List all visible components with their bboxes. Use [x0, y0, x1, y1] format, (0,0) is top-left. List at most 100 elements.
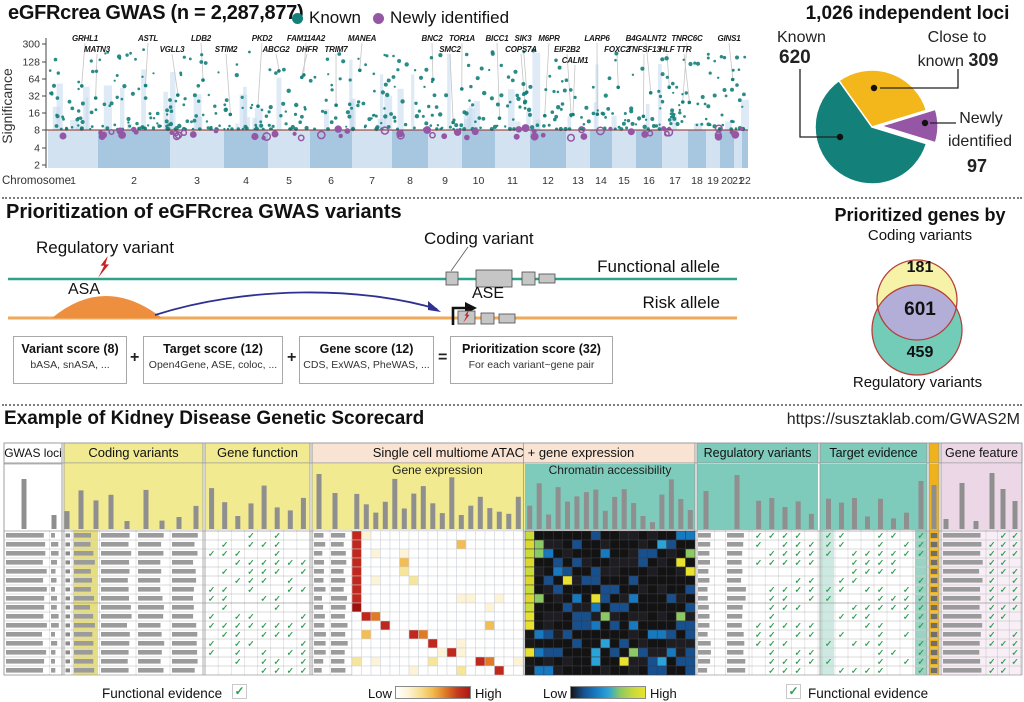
header-target-evidence: Target evidence	[829, 446, 918, 460]
venn-both-value: 601	[904, 299, 936, 320]
svg-text:✓: ✓	[903, 656, 910, 666]
prioritization-score-box: Prioritization score (32) For each varia…	[450, 336, 613, 384]
svg-text:✓: ✓	[274, 602, 281, 612]
pie-newly-label-1: Newly	[959, 110, 1003, 127]
svg-text:✓: ✓	[795, 620, 802, 630]
svg-text:✓: ✓	[877, 647, 884, 657]
svg-text:✓: ✓	[247, 566, 254, 576]
svg-text:✓: ✓	[917, 584, 924, 594]
expression-scale	[395, 686, 471, 699]
svg-text:✓: ✓	[781, 584, 788, 594]
pie-known-label: Known	[777, 29, 826, 46]
expression-scale-low: Low	[368, 686, 392, 701]
svg-text:✓: ✓	[1000, 638, 1007, 648]
svg-text:✓: ✓	[890, 557, 897, 567]
prioritization-title: Prioritization of eGFRcrea GWAS variants	[6, 201, 402, 223]
svg-text:✓: ✓	[903, 539, 910, 549]
variant-score-sub: bASA, snASA, ...	[30, 359, 110, 371]
venn-coding-only-value: 181	[906, 259, 934, 276]
svg-text:✓: ✓	[890, 566, 897, 576]
svg-text:✓: ✓	[808, 548, 815, 558]
svg-text:✓: ✓	[877, 557, 884, 567]
svg-text:✓: ✓	[234, 629, 241, 639]
venn-coding-label: Coding variants	[867, 227, 973, 244]
svg-text:13: 13	[572, 175, 584, 187]
svg-text:✓: ✓	[808, 620, 815, 630]
svg-text:✓: ✓	[1011, 575, 1018, 585]
svg-text:✓: ✓	[877, 602, 884, 612]
accessibility-scale-high: High	[650, 686, 677, 701]
svg-text:✓: ✓	[795, 548, 802, 558]
svg-text:✓: ✓	[808, 584, 815, 594]
svg-text:✓: ✓	[261, 656, 268, 666]
svg-text:✓: ✓	[795, 575, 802, 585]
svg-text:✓: ✓	[1011, 638, 1018, 648]
asa-label: ASA	[68, 281, 101, 298]
svg-text:✓: ✓	[768, 647, 775, 657]
svg-text:✓: ✓	[300, 665, 307, 675]
gene-label-abcg2: ABCG2	[262, 45, 290, 54]
svg-text:✓: ✓	[825, 530, 832, 540]
svg-text:✓: ✓	[1011, 647, 1018, 657]
svg-text:✓: ✓	[1000, 602, 1007, 612]
svg-text:✓: ✓	[768, 584, 775, 594]
gene-label-calm1: CALM1	[561, 56, 589, 65]
svg-text:✓: ✓	[234, 620, 241, 630]
gene-label-vgll3: VGLL3	[159, 45, 185, 54]
svg-text:5: 5	[286, 175, 292, 187]
svg-text:✓: ✓	[851, 665, 858, 675]
svg-text:✓: ✓	[247, 575, 254, 585]
legend-functional-evidence-left: Functional evidence	[102, 686, 223, 701]
svg-text:✓: ✓	[300, 638, 307, 648]
gene-label-m6pr: M6PR	[538, 34, 560, 43]
expression-scale-high: High	[475, 686, 502, 701]
svg-text:✓: ✓	[890, 548, 897, 558]
svg-text:Significance: Significance	[0, 68, 15, 144]
svg-text:✓: ✓	[221, 584, 228, 594]
svg-text:✓: ✓	[917, 530, 924, 540]
svg-text:✓: ✓	[261, 620, 268, 630]
svg-text:✓: ✓	[1000, 656, 1007, 666]
svg-text:Chromosome: Chromosome	[2, 175, 71, 187]
svg-text:✓: ✓	[274, 593, 281, 603]
svg-text:✓: ✓	[903, 629, 910, 639]
target-score-title: Target score (12)	[163, 342, 263, 356]
svg-text:✓: ✓	[768, 602, 775, 612]
header-gene-function: Gene function	[217, 445, 298, 460]
svg-text:✓: ✓	[988, 629, 995, 639]
svg-text:✓: ✓	[234, 638, 241, 648]
svg-text:✓: ✓	[247, 611, 254, 621]
gene-label-bnc2: BNC2	[421, 34, 443, 43]
svg-text:✓: ✓	[1000, 548, 1007, 558]
svg-text:✓: ✓	[221, 566, 228, 576]
svg-text:✓: ✓	[864, 638, 871, 648]
plus-operator-1: +	[130, 349, 140, 366]
svg-text:✓: ✓	[781, 548, 788, 558]
svg-text:✓: ✓	[988, 566, 995, 576]
svg-text:✓: ✓	[274, 539, 281, 549]
svg-text:✓: ✓	[261, 566, 268, 576]
svg-text:✓: ✓	[287, 629, 294, 639]
svg-text:128: 128	[22, 57, 40, 69]
accessibility-scale	[570, 686, 646, 699]
gene-label-eif2b2: EIF2B2	[554, 45, 580, 54]
svg-text:✓: ✓	[851, 611, 858, 621]
svg-text:✓: ✓	[890, 530, 897, 540]
gene-score-title: Gene score (12)	[319, 342, 414, 356]
gene-label-smc2: SMC2	[439, 45, 461, 54]
svg-text:✓: ✓	[755, 638, 762, 648]
svg-text:✓: ✓	[851, 557, 858, 567]
svg-text:✓: ✓	[1011, 548, 1018, 558]
svg-text:✓: ✓	[903, 584, 910, 594]
svg-text:✓: ✓	[795, 584, 802, 594]
svg-text:✓: ✓	[917, 539, 924, 549]
svg-text:✓: ✓	[287, 575, 294, 585]
svg-text:✓: ✓	[877, 629, 884, 639]
variant-score-title: Variant score (8)	[21, 342, 119, 356]
svg-text:4: 4	[243, 175, 249, 187]
legend-newly-label: Newly identified	[390, 8, 510, 27]
scorecard-url[interactable]: https://susztaklab.com/GWAS2M	[786, 411, 1020, 428]
svg-text:✓: ✓	[300, 620, 307, 630]
svg-text:✓: ✓	[890, 593, 897, 603]
